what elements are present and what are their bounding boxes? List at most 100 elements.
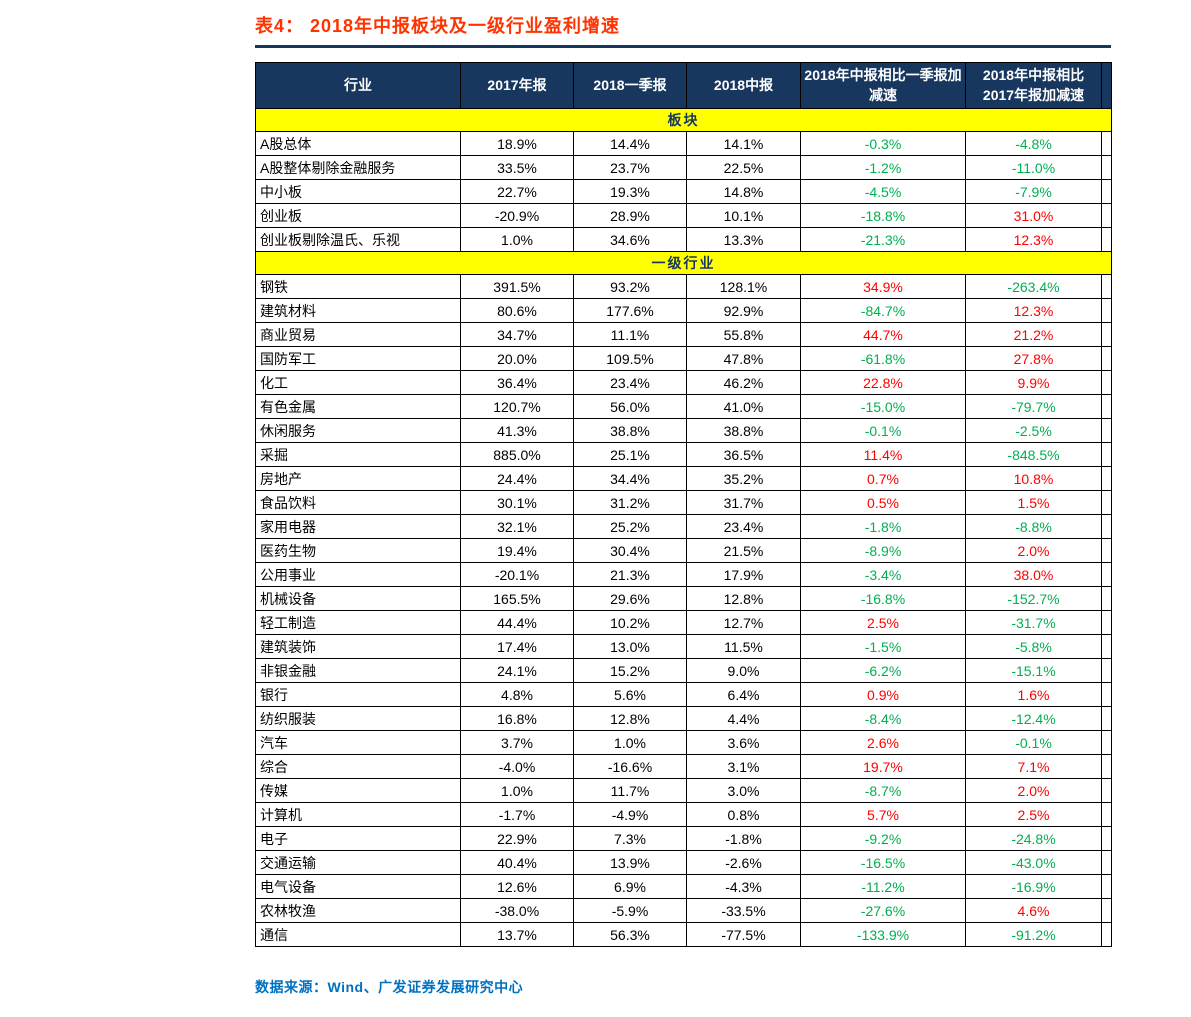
table-row: 医药生物 19.4% 30.4% 21.5% -8.9% 2.0% [255,538,1112,563]
table-row: 电子 22.9% 7.3% -1.8% -9.2% -24.8% [255,826,1112,851]
delta-value-cell: -7.9% [965,179,1102,204]
report-value-cell: 46.2% [686,370,801,395]
industry-name-cell: 汽车 [255,730,461,755]
industry-name-cell: 钢铁 [255,274,461,299]
table-row: 电气设备 12.6% 6.9% -4.3% -11.2% -16.9% [255,874,1112,899]
report-value-cell: 3.6% [686,730,801,755]
report-value-cell: 7.3% [573,826,687,851]
industry-name-cell: 食品饮料 [255,490,461,515]
report-value-cell: 31.7% [686,490,801,515]
table-row: 机械设备 165.5% 29.6% 12.8% -16.8% -152.7% [255,586,1112,611]
clipped-edge-cell [1101,754,1112,779]
clipped-edge-cell [1101,898,1112,923]
report-value-cell: 15.2% [573,658,687,683]
col-header-delta-vs-2017: 2018年中报相比2017年报加减速 [965,62,1102,109]
delta-value-cell: -133.9% [800,922,966,947]
report-value-cell: 13.3% [686,227,801,252]
report-value-cell: 12.7% [686,610,801,635]
report-value-cell: -33.5% [686,898,801,923]
delta-value-cell: -0.1% [965,730,1102,755]
report-value-cell: 10.2% [573,610,687,635]
report-value-cell: 120.7% [460,394,574,419]
section-label: 一级行业 [255,251,1112,275]
clipped-edge-cell [1101,562,1112,587]
delta-value-cell: 22.8% [800,370,966,395]
delta-value-cell: 38.0% [965,562,1102,587]
clipped-edge-cell [1101,874,1112,899]
report-value-cell: 28.9% [573,203,687,228]
table-row: A股整体剔除金融服务 33.5% 23.7% 22.5% -1.2% -11.0% [255,155,1112,180]
delta-value-cell: 10.8% [965,466,1102,491]
clipped-edge-cell [1101,203,1112,228]
report-value-cell: 23.4% [686,514,801,539]
report-value-cell: 11.7% [573,778,687,803]
report-value-cell: 21.5% [686,538,801,563]
clipped-edge-cell [1101,922,1112,947]
industry-name-cell: 交通运输 [255,850,461,875]
report-value-cell: 12.8% [686,586,801,611]
report-value-cell: 13.7% [460,922,574,947]
report-value-cell: 21.3% [573,562,687,587]
report-value-cell: 3.1% [686,754,801,779]
table-row: 商业贸易 34.7% 11.1% 55.8% 44.7% 21.2% [255,322,1112,347]
industry-name-cell: 商业贸易 [255,322,461,347]
industry-name-cell: 公用事业 [255,562,461,587]
clipped-edge-cell [1101,155,1112,180]
col-header-industry: 行业 [255,62,461,109]
report-value-cell: 41.3% [460,418,574,443]
clipped-edge-cell [1101,131,1112,156]
report-value-cell: 14.4% [573,131,687,156]
clipped-edge-cell [1101,538,1112,563]
report-value-cell: 25.2% [573,514,687,539]
report-value-cell: 16.8% [460,706,574,731]
report-value-cell: -77.5% [686,922,801,947]
industry-name-cell: 非银金融 [255,658,461,683]
industry-name-cell: 农林牧渔 [255,898,461,923]
table-row: 纺织服装 16.8% 12.8% 4.4% -8.4% -12.4% [255,706,1112,731]
clipped-edge-cell [1101,394,1112,419]
report-value-cell: 165.5% [460,586,574,611]
delta-value-cell: 0.9% [800,682,966,707]
delta-value-cell: -3.4% [800,562,966,587]
clipped-edge-cell [1101,514,1112,539]
clipped-edge-cell [1101,442,1112,467]
clipped-edge-cell [1101,682,1112,707]
section-row: 一级行业 [255,251,1112,275]
delta-value-cell: -263.4% [965,274,1102,299]
table-row: 建筑材料 80.6% 177.6% 92.9% -84.7% 12.3% [255,298,1112,323]
table-row: 国防军工 20.0% 109.5% 47.8% -61.8% 27.8% [255,346,1112,371]
report-value-cell: 391.5% [460,274,574,299]
delta-value-cell: -31.7% [965,610,1102,635]
report-value-cell: 23.4% [573,370,687,395]
report-value-cell: 13.9% [573,850,687,875]
report-value-cell: 17.9% [686,562,801,587]
table-row: 非银金融 24.1% 15.2% 9.0% -6.2% -15.1% [255,658,1112,683]
delta-value-cell: -15.0% [800,394,966,419]
report-value-cell: -1.8% [686,826,801,851]
delta-value-cell: 21.2% [965,322,1102,347]
delta-value-cell: -24.8% [965,826,1102,851]
clipped-edge-cell [1101,658,1112,683]
report-value-cell: 92.9% [686,298,801,323]
delta-value-cell: -11.0% [965,155,1102,180]
report-value-cell: 1.0% [460,778,574,803]
report-value-cell: 19.4% [460,538,574,563]
industry-name-cell: 建筑材料 [255,298,461,323]
report-value-cell: 11.1% [573,322,687,347]
data-source: 数据来源：Wind、广发证券发展研究中心 [255,979,524,995]
report-value-cell: 3.0% [686,778,801,803]
report-value-cell: 13.0% [573,634,687,659]
delta-value-cell: -6.2% [800,658,966,683]
industry-name-cell: 综合 [255,754,461,779]
report-value-cell: 12.8% [573,706,687,731]
industry-name-cell: 机械设备 [255,586,461,611]
table-row: 计算机 -1.7% -4.9% 0.8% 5.7% 2.5% [255,802,1112,827]
report-value-cell: 25.1% [573,442,687,467]
delta-value-cell: 7.1% [965,754,1102,779]
table-row: A股总体 18.9% 14.4% 14.1% -0.3% -4.8% [255,131,1112,156]
report-value-cell: 10.1% [686,203,801,228]
industry-name-cell: A股总体 [255,131,461,156]
delta-value-cell: -18.8% [800,203,966,228]
delta-value-cell: -152.7% [965,586,1102,611]
